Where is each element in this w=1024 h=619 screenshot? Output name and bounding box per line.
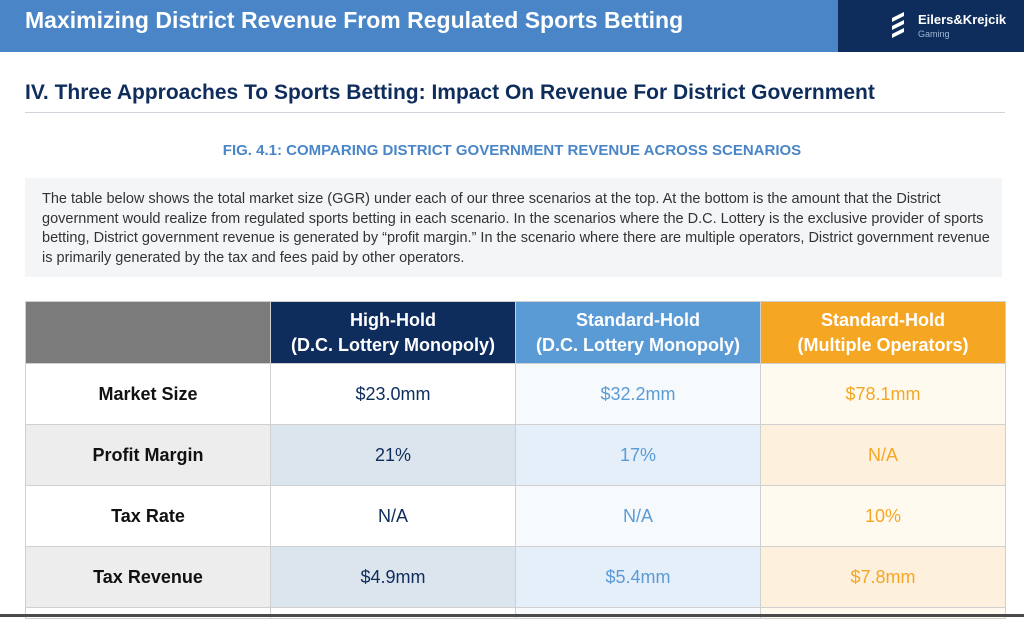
table-cell: $23.0mm (270, 363, 516, 425)
table-cell: 17% (515, 424, 761, 486)
row-label: Profit Margin (25, 424, 271, 486)
logo-subtitle: Gaming (918, 29, 950, 39)
description-box: The table below shows the total market s… (25, 178, 1002, 277)
logo-name: Eilers&Krejcik (918, 12, 1007, 27)
column-header-line2: (D.C. Lottery Monopoly) (291, 334, 495, 355)
table-corner-cell (25, 301, 271, 364)
table-header-row: High-Hold (D.C. Lottery Monopoly) Standa… (25, 301, 1006, 364)
scenario-table: High-Hold (D.C. Lottery Monopoly) Standa… (25, 301, 1006, 619)
column-header-standard-hold-monopoly: Standard-Hold (D.C. Lottery Monopoly) (515, 301, 761, 364)
table-cell: N/A (515, 485, 761, 547)
table-row: Tax Rate N/A N/A 10% (25, 485, 1006, 547)
column-header-multiple-operators: Standard-Hold (Multiple Operators) (760, 301, 1006, 364)
document-title: Maximizing District Revenue From Regulat… (25, 7, 684, 33)
column-header-line1: Standard-Hold (576, 309, 700, 330)
table-cell: 21% (270, 424, 516, 486)
figure-title: FIG. 4.1: COMPARING DISTRICT GOVERNMENT … (222, 142, 802, 159)
section-divider (25, 112, 1005, 113)
table-cell: $7.8mm (760, 546, 1006, 608)
column-header-line1: Standard-Hold (821, 309, 945, 330)
table-row: Tax Revenue $4.9mm $5.4mm $7.8mm (25, 546, 1006, 608)
section-title: IV. Three Approaches To Sports Betting: … (25, 81, 875, 104)
column-header-line2: (Multiple Operators) (797, 334, 969, 355)
table-cell: 10% (760, 485, 1006, 547)
column-header-high-hold-monopoly: High-Hold (D.C. Lottery Monopoly) (270, 301, 516, 364)
table-cell: $4.9mm (270, 546, 516, 608)
table-cell: N/A (760, 424, 1006, 486)
table-cell: $78.1mm (760, 363, 1006, 425)
column-header-line1: High-Hold (350, 309, 436, 330)
table-row: Market Size $23.0mm $32.2mm $78.1mm (25, 363, 1006, 425)
table-cell: $5.4mm (515, 546, 761, 608)
table-row: Profit Margin 21% 17% N/A (25, 424, 1006, 486)
header-bar: Maximizing District Revenue From Regulat… (0, 0, 838, 52)
column-header-line2: (D.C. Lottery Monopoly) (536, 334, 740, 355)
table-cell: $32.2mm (515, 363, 761, 425)
description-text: The table below shows the total market s… (42, 191, 990, 266)
row-label: Tax Revenue (25, 546, 271, 608)
row-label: Market Size (25, 363, 271, 425)
company-logo: Eilers&Krejcik Gaming (838, 0, 1024, 52)
row-label: Tax Rate (25, 485, 271, 547)
table-cell: N/A (270, 485, 516, 547)
bottom-edge (0, 614, 1024, 617)
logo-mark-icon (892, 12, 904, 38)
